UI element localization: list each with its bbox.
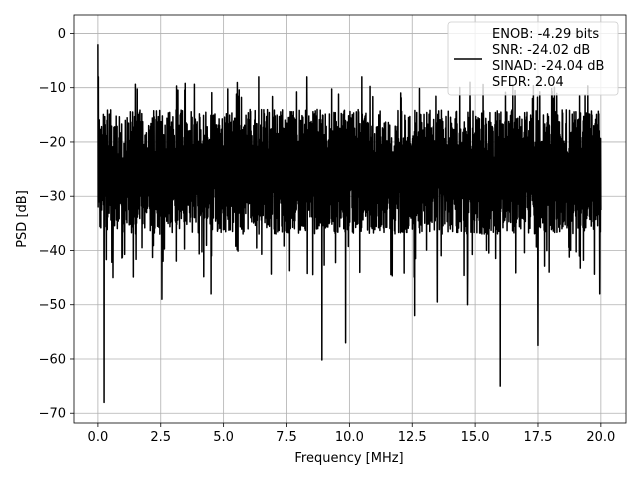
x-tick-label-5: 12.5 — [398, 430, 427, 445]
y-tick-label-0: 0 — [58, 27, 66, 42]
axes: 0.0 2.5 5.0 7.5 10.0 12.5 15.0 17.5 20.0 0 −10 −20 −… — [39, 14, 627, 445]
legend-box — [447, 21, 619, 96]
legend-text-1: SNR: -24.02 dB — [492, 43, 590, 58]
plot-area — [97, 44, 602, 404]
y-tick-label-3: −30 — [39, 190, 66, 205]
y-axis-label: PSD [dB] — [15, 190, 30, 248]
axes-frame — [73, 14, 627, 424]
x-tick-label-3: 7.5 — [276, 430, 297, 445]
x-tick-label-6: 15.0 — [461, 430, 490, 445]
x-tick-label-1: 2.5 — [150, 430, 171, 445]
y-tick-label-6: −60 — [39, 352, 66, 367]
x-tick-label-7: 17.5 — [524, 430, 553, 445]
y-tick-label-5: −50 — [39, 298, 66, 313]
y-tick-label-4: −40 — [39, 244, 66, 259]
legend-text-2: SINAD: -24.04 dB — [492, 59, 604, 74]
psd-series-line — [97, 44, 602, 404]
legend-text-0: ENOB: -4.29 bits — [492, 27, 599, 42]
x-tick-label-2: 5.0 — [213, 430, 234, 445]
legend-text-3: SFDR: 2.04 — [492, 75, 564, 90]
x-tick-label-8: 20.0 — [586, 430, 615, 445]
y-tick-label-7: −70 — [39, 407, 66, 422]
y-tick-label-1: −10 — [39, 81, 66, 96]
x-tick-label-4: 10.0 — [335, 430, 364, 445]
x-axis-label: Frequency [MHz] — [294, 451, 403, 466]
x-tick-label-0: 0.0 — [88, 430, 109, 445]
y-tick-label-2: −20 — [39, 135, 66, 150]
